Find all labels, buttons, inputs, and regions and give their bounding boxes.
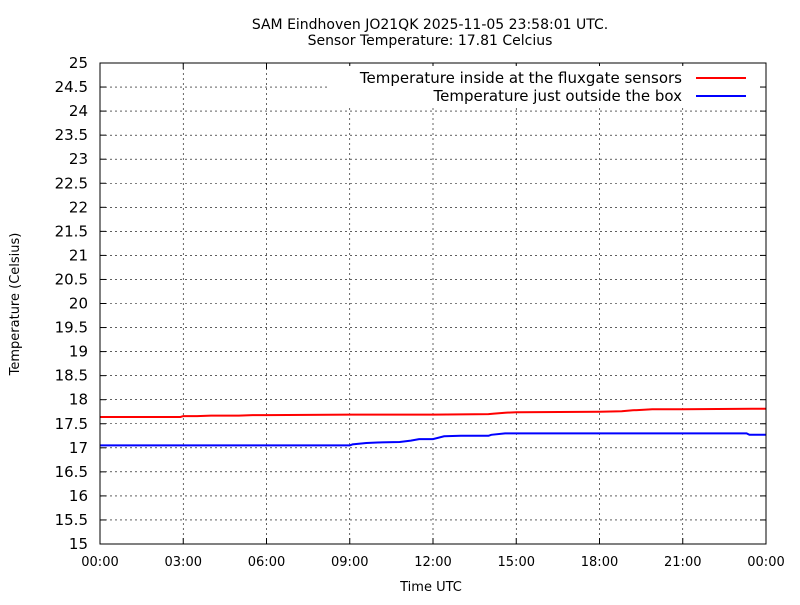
legend-label-outside: Temperature just outside the box [433,87,683,105]
x-axis-label: Time UTC [399,580,462,595]
x-tick-label: 15:00 [498,555,535,570]
legend-label-inside: Temperature inside at the fluxgate senso… [359,69,682,87]
y-tick-label: 24.5 [55,78,88,96]
y-axis-label: Temperature (Celsius) [8,233,23,377]
y-tick-label: 16 [69,487,88,505]
x-tick-label: 21:00 [664,555,701,570]
y-tick-label: 21 [69,246,88,264]
series-layer [100,407,766,447]
x-tick-label: 18:00 [581,555,618,570]
y-tick-label: 17.5 [55,415,88,433]
y-tick-label: 15 [69,535,88,553]
grid-layer [100,63,766,544]
x-tick-label: 00:00 [747,555,784,570]
x-tick-label: 12:00 [414,555,451,570]
chart-subtitle: Sensor Temperature: 17.81 Celcius [308,33,553,49]
legend-background [330,66,760,106]
y-tick-label: 18 [69,391,88,409]
y-tick-label: 19.5 [55,319,88,337]
y-tick-label: 15.5 [55,511,88,529]
series-line-inside [100,407,766,418]
y-tick-label: 20 [69,295,88,313]
y-tick-label: 22.5 [55,174,88,192]
x-tick-label: 03:00 [165,555,202,570]
y-tick-label: 17 [69,439,88,457]
y-tick-label: 19 [69,343,88,361]
y-tick-label: 18.5 [55,367,88,385]
x-tick-label: 09:00 [331,555,368,570]
chart-title: SAM Eindhoven JO21QK 2025-11-05 23:58:01… [252,17,608,33]
y-tick-label: 23 [69,150,88,168]
y-tick-label: 25 [69,54,88,72]
y-tick-label: 22 [69,198,88,216]
plot-frame [99,62,767,545]
series-line-outside [100,432,766,447]
ticks-layer: 15 15.5 16 16.5 17 17.5 18 18.5 19 19.5 20 20.5 21 21… [55,54,785,570]
y-tick-label: 24 [69,102,88,120]
y-tick-label: 20.5 [55,270,88,288]
x-tick-label: 06:00 [248,555,285,570]
legend: Temperature inside at the fluxgate senso… [330,66,760,106]
y-tick-label: 16.5 [55,463,88,481]
y-tick-label: 21.5 [55,222,88,240]
y-tick-label: 23.5 [55,126,88,144]
x-tick-label: 00:00 [81,555,118,570]
